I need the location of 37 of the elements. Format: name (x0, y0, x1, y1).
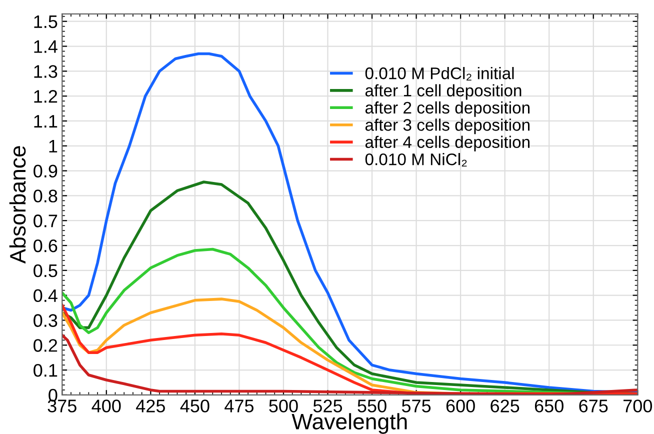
legend-label: after 2 cells deposition (365, 101, 530, 117)
legend-label: after 1 cell deposition (365, 84, 522, 100)
y-axis-title: Absorbance (9, 146, 26, 264)
y-tick-label: 0.6 (34, 239, 58, 252)
y-tick-label: 0.7 (34, 214, 58, 228)
y-tick-label: 0.8 (34, 190, 58, 202)
x-tick-label: 375 (48, 400, 76, 412)
y-tick-label: 0.4 (34, 289, 58, 302)
x-axis-title: Wavelength (292, 413, 407, 434)
x-tick-label: 500 (269, 400, 298, 412)
x-tick-label: 550 (358, 400, 386, 412)
y-tick-label: 0.9 (34, 164, 58, 178)
x-tick-label: 600 (446, 400, 475, 412)
legend-label: 0.010 M PdCl₂ initial (365, 66, 514, 80)
legend-label: after 4 cells deposition (365, 136, 530, 152)
y-tick-label: 1.4 (34, 40, 58, 53)
x-tick-label: 625 (490, 400, 520, 412)
y-tick-label: 0.3 (34, 314, 58, 327)
x-tick-label: 700 (624, 400, 652, 412)
y-tick-label: 0.1 (34, 364, 58, 377)
x-tick-label: 400 (92, 400, 121, 412)
y-tick-label: 1 (49, 140, 58, 152)
y-tick-label: 1.5 (34, 15, 58, 28)
x-tick-label: 450 (180, 400, 210, 412)
y-tick-label: 0.2 (34, 339, 58, 352)
x-tick-label: 575 (402, 400, 431, 412)
y-tick-label: 1.3 (34, 65, 58, 78)
legend-label: after 3 cells deposition (365, 118, 530, 134)
x-tick-label: 475 (224, 400, 254, 412)
y-tick-label: 0.5 (34, 264, 58, 278)
x-tick-label: 650 (534, 400, 564, 412)
x-tick-label: 425 (136, 400, 165, 412)
legend-label: 0.010 M NiCl₂ (365, 153, 467, 167)
y-tick-label: 1.2 (34, 90, 58, 103)
y-tick-label: 1.1 (34, 115, 58, 128)
x-tick-label: 525 (313, 400, 342, 412)
x-tick-label: 675 (579, 400, 608, 412)
